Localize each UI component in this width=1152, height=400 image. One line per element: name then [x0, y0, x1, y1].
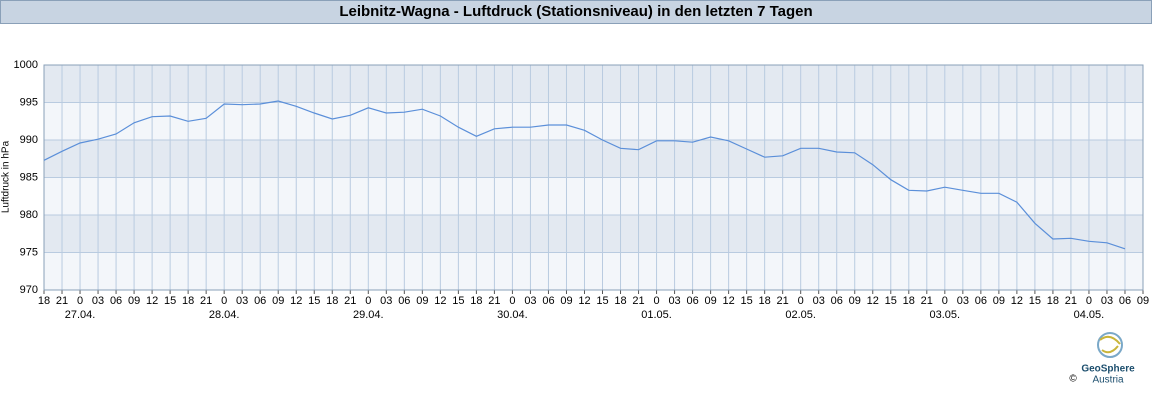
x-tick-label: 15	[596, 295, 608, 307]
x-tick-label: 12	[722, 295, 734, 307]
x-tick-label: 06	[110, 295, 122, 307]
x-tick-label: 21	[488, 295, 500, 307]
x-tick-label: 06	[254, 295, 266, 307]
plot-border	[43, 64, 1144, 291]
x-tick-label: 09	[849, 295, 861, 307]
y-tick-label: 985	[20, 171, 38, 183]
x-tick-label: 15	[164, 295, 176, 307]
x-tick-label: 0	[798, 295, 804, 307]
band	[44, 65, 1143, 103]
logo: GeoSphere © Austria	[1069, 332, 1135, 386]
day-label: 04.05.	[1074, 309, 1105, 321]
x-tick-label: 15	[308, 295, 320, 307]
x-tick-label: 09	[560, 295, 572, 307]
x-tick-label: 12	[578, 295, 590, 307]
x-tick-label: 21	[777, 295, 789, 307]
x-tick-label: 06	[831, 295, 843, 307]
day-label: 02.05.	[785, 309, 816, 321]
x-tick-label: 03	[1101, 295, 1113, 307]
x-tick-label: 09	[1137, 295, 1149, 307]
x-tick-label: 18	[38, 295, 50, 307]
day-label: 27.04.	[65, 309, 96, 321]
x-tick-label: 15	[741, 295, 753, 307]
x-tick-label: 12	[146, 295, 158, 307]
x-tick-label: 09	[416, 295, 428, 307]
x-tick-label: 15	[452, 295, 464, 307]
plot-area	[44, 65, 1143, 290]
y-tick-label: 1000	[14, 59, 38, 71]
x-tick-label: 03	[92, 295, 104, 307]
x-tick-label: 0	[942, 295, 948, 307]
day-label: 01.05.	[641, 309, 672, 321]
x-tick-label: 0	[77, 295, 83, 307]
logo-text: GeoSphere	[1081, 364, 1135, 375]
x-tick-label: 09	[272, 295, 284, 307]
x-tick-label: 03	[524, 295, 536, 307]
day-label: 30.04.	[497, 309, 528, 321]
x-tick-label: 15	[1029, 295, 1041, 307]
x-tick-label: 0	[365, 295, 371, 307]
x-tick-label: 21	[56, 295, 68, 307]
x-tick-label: 12	[290, 295, 302, 307]
x-tick-label: 18	[182, 295, 194, 307]
x-tick-label: 06	[686, 295, 698, 307]
band	[44, 177, 1143, 215]
x-tick-label: 12	[867, 295, 879, 307]
band	[44, 252, 1143, 290]
y-tick-label: 995	[20, 96, 38, 108]
x-tick-label: 09	[993, 295, 1005, 307]
copyright: ©	[1069, 374, 1077, 385]
x-tick-label: 0	[653, 295, 659, 307]
x-tick-label: 15	[885, 295, 897, 307]
x-tick-label: 03	[957, 295, 969, 307]
x-tick-label: 18	[759, 295, 771, 307]
x-tick-label: 09	[704, 295, 716, 307]
y-tick-label: 980	[20, 209, 38, 221]
x-tick-label: 12	[1011, 295, 1023, 307]
day-label: 29.04.	[353, 309, 384, 321]
x-tick-label: 06	[398, 295, 410, 307]
logo-text: Austria	[1092, 375, 1124, 386]
band	[44, 102, 1143, 140]
x-tick-label: 21	[200, 295, 212, 307]
x-tick-label: 06	[1119, 295, 1131, 307]
y-axis-label: Luftdruck in hPa	[1, 140, 12, 213]
chart-title: Leibnitz-Wagna - Luftdruck (Stationsnive…	[0, 0, 1152, 24]
band	[44, 215, 1143, 253]
x-tick-label: 03	[380, 295, 392, 307]
x-tick-label: 18	[470, 295, 482, 307]
data-line	[43, 100, 1126, 250]
y-tick-label: 975	[20, 246, 38, 258]
x-tick-label: 0	[221, 295, 227, 307]
x-tick-label: 06	[542, 295, 554, 307]
x-tick-label: 18	[1047, 295, 1059, 307]
x-tick-label: 21	[1065, 295, 1077, 307]
x-tick-label: 0	[1086, 295, 1092, 307]
logo-icon	[1097, 332, 1123, 358]
x-tick-label: 18	[326, 295, 338, 307]
logo-icon	[1099, 335, 1121, 354]
x-tick-label: 21	[632, 295, 644, 307]
x-tick-label: 21	[344, 295, 356, 307]
x-tick-label: 06	[975, 295, 987, 307]
band	[44, 140, 1143, 178]
y-tick-label: 970	[20, 284, 38, 296]
x-tick-label: 03	[813, 295, 825, 307]
day-label: 03.05.	[930, 309, 961, 321]
x-tick-label: 18	[903, 295, 915, 307]
x-tick-label: 12	[434, 295, 446, 307]
x-tick-label: 03	[236, 295, 248, 307]
x-tick-label: 18	[614, 295, 626, 307]
y-tick-label: 990	[20, 134, 38, 146]
x-tick-label: 21	[921, 295, 933, 307]
x-tick-label: 09	[128, 295, 140, 307]
x-tick-label: 0	[509, 295, 515, 307]
day-label: 28.04.	[209, 309, 240, 321]
x-tick-label: 03	[668, 295, 680, 307]
